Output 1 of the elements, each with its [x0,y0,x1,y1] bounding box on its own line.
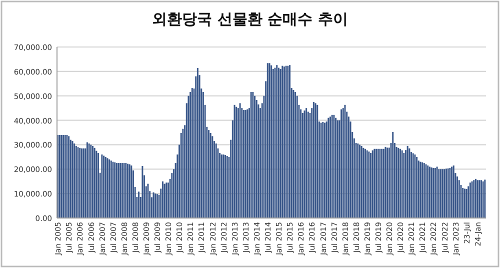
chart-title: 외환당국 선물환 순매수 추이 [152,10,348,28]
